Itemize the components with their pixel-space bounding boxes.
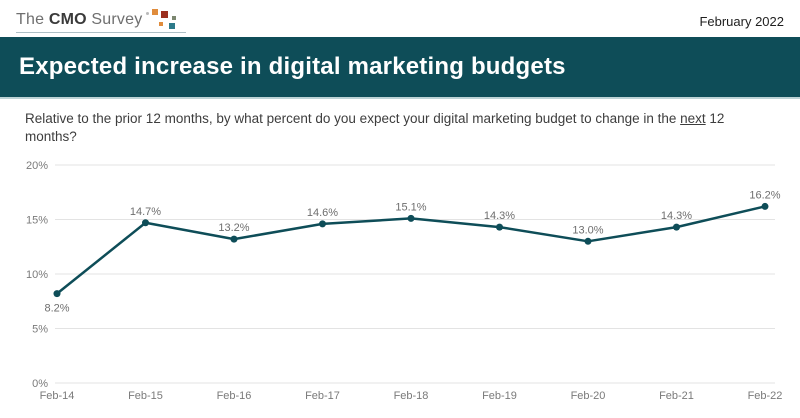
data-point-label: 13.2% — [218, 222, 249, 234]
data-point-label: 15.1% — [395, 201, 426, 213]
x-tick-label: Feb-21 — [659, 390, 694, 402]
logo-olive-square-icon — [172, 15, 177, 20]
y-tick-label: 10% — [26, 269, 48, 281]
data-point-label: 14.7% — [130, 206, 161, 218]
data-point — [53, 290, 61, 298]
logo-squares-icon — [146, 8, 182, 32]
y-tick-label: 15% — [26, 215, 48, 227]
data-point — [142, 219, 149, 227]
x-tick-label: Feb-22 — [748, 390, 783, 402]
logo-maroon-square-icon — [161, 10, 169, 18]
line-chart: 20% 15% 10% 5% 0% Feb-14 Feb-15 Feb-16 Feb-17 Feb… — [0, 152, 800, 414]
data-point-label: 13.0% — [572, 224, 603, 236]
x-tick-label: Feb-19 — [482, 390, 517, 402]
logo-small-orange-square-icon — [159, 21, 164, 26]
report-date: February 2022 — [699, 14, 784, 29]
line-chart-svg: 20% 15% 10% 5% 0%Feb-14 Feb-15 Feb-16 Feb-17 Feb… — [26, 160, 783, 402]
x-tick-label: Feb-20 — [571, 390, 606, 402]
data-point-label: 14.6% — [307, 207, 338, 219]
data-point — [761, 202, 769, 210]
data-point-label: 14.3% — [484, 210, 515, 222]
y-tick-label: 0% — [32, 378, 48, 390]
cmo-survey-logo: The CMO Survey — [16, 8, 187, 33]
x-tick-label: Feb-14 — [40, 390, 75, 402]
data-point-label: 16.2% — [749, 189, 780, 201]
y-tick-label: 20% — [26, 160, 48, 172]
logo-text-survey: Survey — [86, 10, 143, 28]
data-point — [407, 214, 415, 222]
data-point — [319, 220, 326, 228]
top-bar: The CMO Survey February 2022 — [0, 0, 800, 37]
data-point-label: 14.3% — [661, 210, 692, 222]
page-title: Expected increase in digital marketing b… — [19, 53, 566, 80]
data-point — [584, 237, 592, 245]
title-banner: Expected increase in digital marketing b… — [0, 37, 800, 99]
data-point — [673, 223, 680, 231]
data-point — [230, 235, 238, 243]
data-point-label: 8.2% — [44, 303, 69, 315]
x-tick-label: Feb-16 — [217, 390, 252, 402]
logo-text-cmo: CMO — [48, 10, 87, 28]
data-point — [496, 223, 503, 231]
logo-text-the: The — [16, 10, 49, 28]
x-tick-label: Feb-15 — [128, 390, 163, 402]
question-underlined-word: next — [680, 111, 706, 126]
question-part2: 12 months? — [25, 111, 725, 144]
x-tick-label: Feb-17 — [305, 390, 340, 402]
survey-question: Relative to the prior 12 months, by what… — [25, 110, 755, 146]
y-tick-label: 5% — [32, 324, 48, 336]
question-part1: Relative to the prior 12 months, by what… — [25, 111, 681, 126]
logo-orange-square-icon — [152, 8, 159, 15]
x-tick-label: Feb-18 — [394, 390, 429, 402]
logo-dot-icon — [146, 11, 150, 15]
logo-teal-square-icon — [169, 22, 176, 29]
